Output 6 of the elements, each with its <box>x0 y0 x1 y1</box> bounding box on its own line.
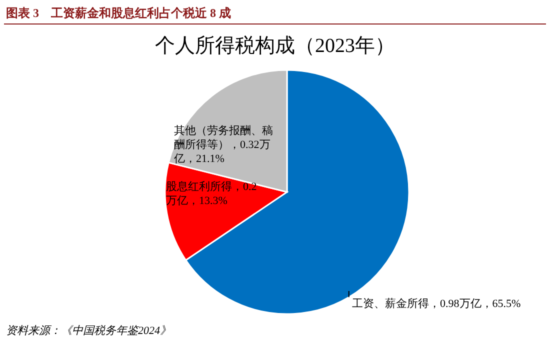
slice-label: 其他（劳务报酬、稿酬所得等），0.32万亿，21.1% <box>174 125 273 165</box>
chart-subtitle: 个人所得税构成（2023年） <box>155 35 395 57</box>
slice-label: 股息红利所得，0.2万亿，13.3% <box>166 181 257 207</box>
chart-title: 图表 3 工资薪金和股息红利占个税近 8 成 <box>6 6 231 20</box>
text: 资料来源：《中国税务年鉴2024》 <box>6 324 171 337</box>
slice-label: 工资、薪金所得，0.98万亿，65.5% <box>352 298 521 310</box>
